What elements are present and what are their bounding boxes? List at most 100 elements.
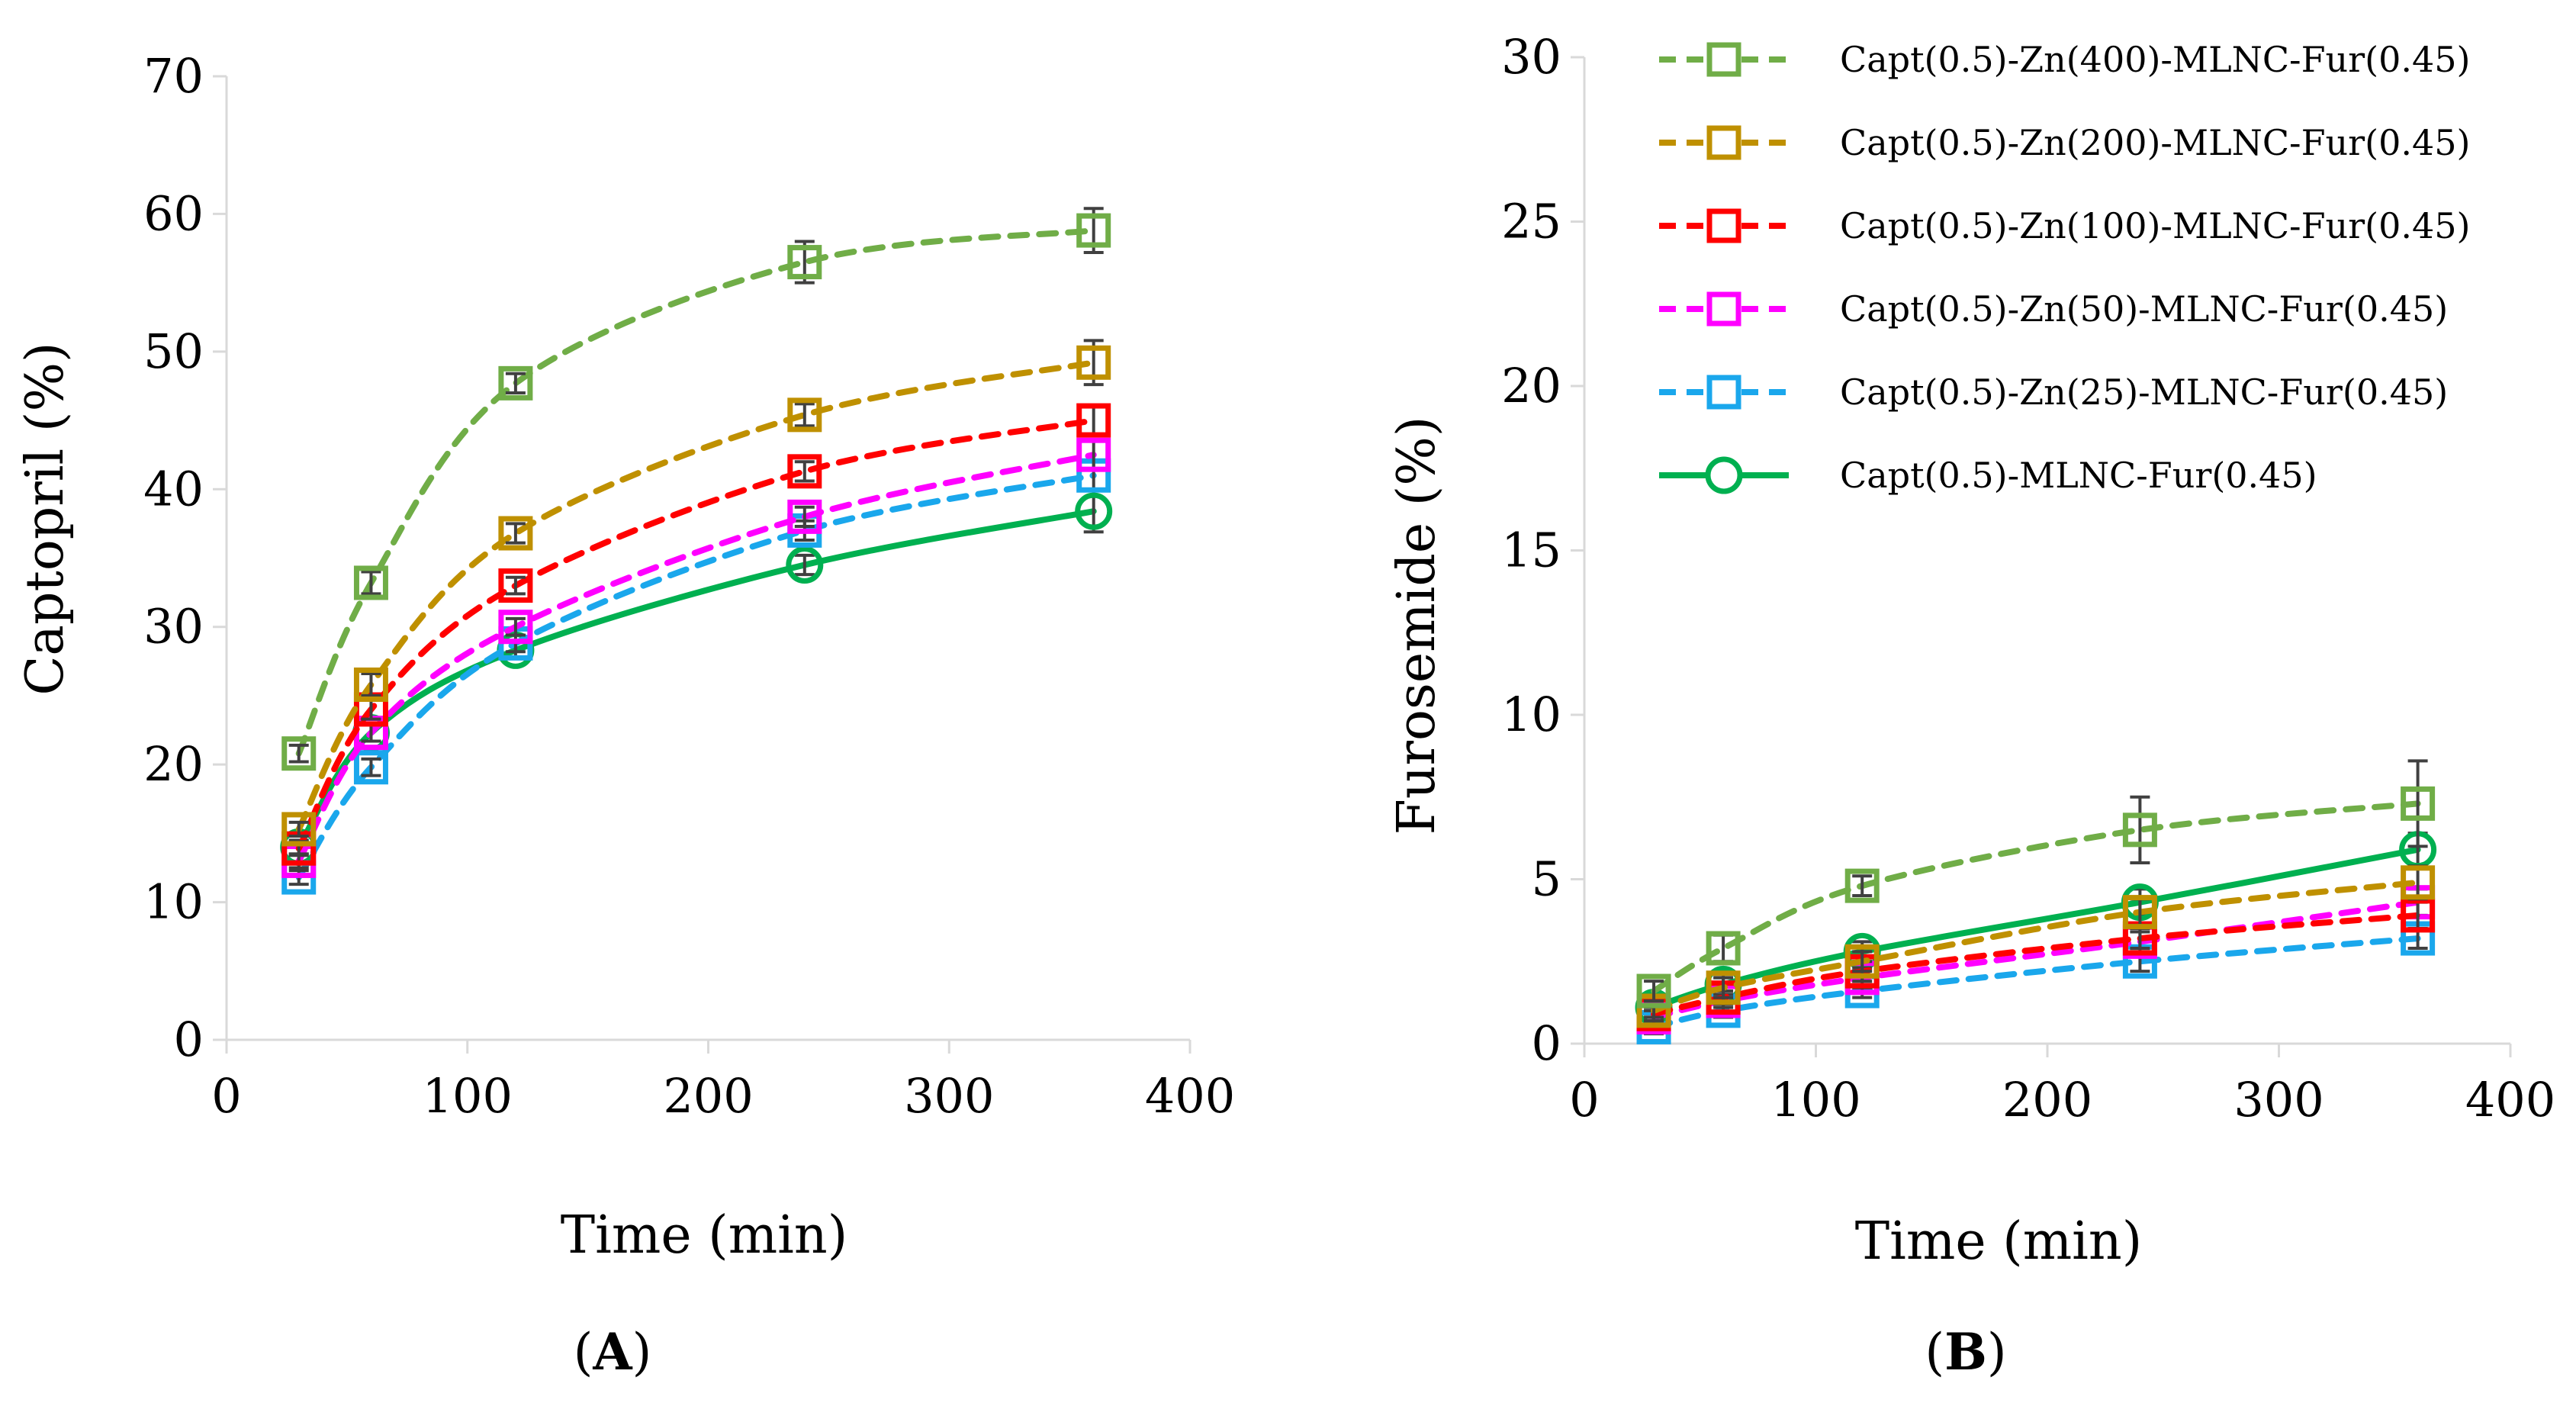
- data-point: [1706, 970, 1741, 1005]
- legend-entry: Capt(0.5)-Zn(100)-MLNC-Fur(0.45): [1659, 205, 2470, 246]
- y-tick-label: 5: [1532, 851, 1561, 907]
- x-tick-label: 0: [1569, 1072, 1599, 1128]
- x-tick-label: 0: [211, 1068, 241, 1124]
- series-1: [1636, 759, 2436, 1009]
- y-tick-label: 20: [1501, 358, 1561, 413]
- data-point: [2401, 898, 2436, 933]
- legend-label: Capt(0.5)-Zn(200)-MLNC-Fur(0.45): [1840, 122, 2470, 163]
- legend-entry: Capt(0.5)-Zn(400)-MLNC-Fur(0.45): [1659, 39, 2470, 80]
- x-tick-label: 100: [423, 1068, 513, 1124]
- data-point: [1076, 403, 1111, 438]
- data-point: [498, 516, 533, 551]
- data-point: [1844, 944, 1880, 979]
- panel-a-x-axis-label: Time (min): [561, 1205, 848, 1266]
- legend: Capt(0.5)-Zn(400)-MLNC-Fur(0.45) Capt(0.5…: [1659, 39, 2470, 496]
- y-tick-label: 0: [174, 1012, 204, 1067]
- series-2: [1636, 864, 2436, 1028]
- x-tick-label: 300: [904, 1068, 994, 1124]
- legend-marker: [1706, 42, 1741, 77]
- panel-b-series: [1635, 759, 2437, 1044]
- data-point: [2401, 865, 2436, 900]
- data-point: [787, 454, 822, 489]
- data-point: [1075, 492, 1113, 530]
- legend-label: Capt(0.5)-Zn(100)-MLNC-Fur(0.45): [1840, 205, 2470, 246]
- panel-a-label: (A): [574, 1322, 652, 1382]
- data-point: [498, 365, 533, 401]
- data-point: [353, 565, 388, 600]
- panel-b-label: (B): [1925, 1322, 2006, 1382]
- y-tick-label: 50: [143, 323, 204, 379]
- panel-b-letter: B: [1944, 1322, 1987, 1382]
- y-tick-label: 30: [1501, 29, 1561, 85]
- data-point: [2401, 786, 2436, 821]
- legend-entry: Capt(0.5)-Zn(25)-MLNC-Fur(0.45): [1659, 372, 2448, 413]
- data-point: [1706, 931, 1741, 966]
- x-tick-label: 300: [2233, 1072, 2324, 1128]
- legend-label: Capt(0.5)-Zn(400)-MLNC-Fur(0.45): [1840, 39, 2470, 80]
- y-tick-label: 30: [143, 599, 204, 655]
- data-point: [2122, 812, 2157, 848]
- x-tick-label: 200: [2002, 1072, 2092, 1128]
- legend-label: Capt(0.5)-Zn(25)-MLNC-Fur(0.45): [1840, 372, 2448, 413]
- x-tick-label: 400: [1145, 1068, 1235, 1124]
- y-tick-label: 10: [143, 874, 204, 930]
- data-point: [1076, 213, 1111, 248]
- data-point: [1076, 345, 1111, 380]
- data-point: [353, 750, 388, 785]
- data-point: [786, 546, 824, 584]
- series-line: [295, 472, 1097, 881]
- x-tick-label: 100: [1770, 1072, 1860, 1128]
- data-point: [498, 568, 533, 603]
- legend-marker: [1706, 208, 1741, 243]
- legend-marker: [1706, 291, 1741, 327]
- data-point: [498, 610, 533, 645]
- series-1: [281, 207, 1111, 771]
- y-tick-label: 20: [143, 736, 204, 792]
- legend-entry: Capt(0.5)-MLNC-Fur(0.45): [1659, 455, 2317, 496]
- x-tick-label: 200: [663, 1068, 753, 1124]
- x-tick-label: 400: [2465, 1072, 2555, 1128]
- panel-b-y-ticks: 0 5 10 15 20 25 30: [1501, 29, 1584, 1071]
- data-point: [787, 397, 822, 433]
- series-line: [295, 227, 1097, 757]
- y-tick-label: 10: [1501, 687, 1561, 742]
- series-line: [1651, 800, 2421, 995]
- panel-b-x-ticks: 0 100 200 300 400: [1569, 1044, 2555, 1128]
- data-point: [1636, 973, 1671, 1009]
- data-point: [281, 812, 317, 847]
- legend-label: Capt(0.5)-MLNC-Fur(0.45): [1840, 455, 2317, 496]
- panel-a-y-ticks: 0 10 20 30 40 50 60 70: [143, 48, 227, 1067]
- panel-a-series: [280, 207, 1113, 895]
- legend-entry: Capt(0.5)-Zn(200)-MLNC-Fur(0.45): [1659, 122, 2470, 163]
- panel-a-letter: A: [592, 1322, 632, 1382]
- panel-a-paren-close: ): [632, 1323, 652, 1382]
- panel-a-paren-open: (: [574, 1323, 593, 1382]
- chart-panel-b: 0 5 10 15 20 25 30 0 100 200 300 400 Furosemide (%…: [1387, 29, 2555, 1382]
- panel-b-paren-close: ): [1987, 1323, 2007, 1382]
- data-point: [1076, 437, 1111, 472]
- panel-b-x-axis-label: Time (min): [1855, 1211, 2143, 1272]
- legend-marker: [1706, 375, 1741, 410]
- y-tick-label: 0: [1532, 1015, 1561, 1071]
- series-line: [295, 359, 1097, 832]
- series-line: [295, 417, 1097, 852]
- series-2: [281, 339, 1111, 847]
- y-tick-label: 15: [1501, 523, 1561, 578]
- legend-entry: Capt(0.5)-Zn(50)-MLNC-Fur(0.45): [1659, 288, 2448, 330]
- y-tick-label: 25: [1501, 194, 1561, 249]
- y-tick-label: 70: [143, 48, 204, 104]
- data-point: [787, 245, 822, 280]
- data-point: [281, 736, 317, 771]
- panel-b-paren-open: (: [1925, 1323, 1944, 1382]
- y-tick-label: 40: [143, 461, 204, 516]
- legend-marker: [1706, 125, 1741, 160]
- legend-marker: [1705, 456, 1743, 494]
- data-point: [787, 499, 822, 534]
- data-point: [2122, 895, 2157, 930]
- chart-panel-a: 0 10 20 30 40 50 60 70 0 100 200 300 400 Captopril …: [15, 48, 1235, 1382]
- panel-b-y-axis-label: Furosemide (%): [1387, 417, 1447, 835]
- data-point: [1844, 868, 1880, 903]
- panel-a-x-ticks: 0 100 200 300 400: [211, 1040, 1235, 1124]
- legend-label: Capt(0.5)-Zn(50)-MLNC-Fur(0.45): [1840, 288, 2448, 330]
